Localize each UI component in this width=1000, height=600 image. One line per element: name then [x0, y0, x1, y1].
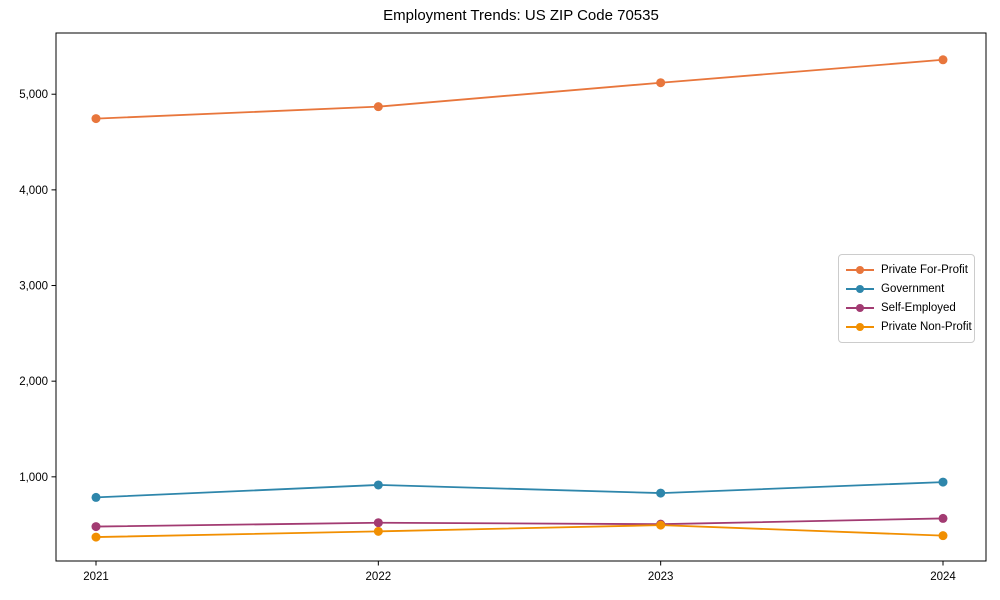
data-point-private-non-profit: [938, 531, 948, 541]
series-line-self-employed: [95, 517, 944, 528]
legend-item: Government: [846, 283, 967, 295]
legend-line-marker-icon: [846, 322, 874, 332]
legend-dot: [856, 304, 864, 313]
legend-line-marker-icon: [846, 284, 874, 294]
legend-label: Government: [881, 282, 945, 295]
series-line-private-for-profit: [95, 58, 944, 120]
data-point-self-employed: [938, 513, 948, 523]
x-tick-label: 2022: [366, 571, 392, 583]
legend-label: Private Non-Profit: [881, 321, 972, 334]
data-point-government: [938, 477, 948, 487]
chart-title: Employment Trends: US ZIP Code 70535: [383, 7, 659, 24]
legend: Private For-Profit Government Self-Employe…: [838, 254, 975, 343]
data-point-private-non-profit: [656, 520, 666, 530]
data-point-government: [373, 480, 383, 490]
y-tick-label: 3,000: [19, 281, 48, 293]
series-line-government: [95, 481, 944, 499]
y-tick-label: 2,000: [19, 376, 48, 388]
y-tick-label: 5,000: [19, 89, 48, 101]
x-tick-label: 2024: [930, 571, 956, 583]
data-point-private-non-profit: [373, 526, 383, 536]
y-tick-label: 4,000: [19, 185, 48, 197]
y-tick-label: 1,000: [19, 472, 48, 484]
legend-item: Private For-Profit: [846, 263, 968, 276]
x-tick-label: 2021: [83, 571, 109, 583]
axes-box: [55, 32, 987, 562]
data-point-private-for-profit: [656, 78, 666, 88]
legend-dot: [856, 323, 864, 332]
legend-dot: [856, 265, 864, 274]
data-point-government: [656, 488, 666, 498]
legend-label: Self-Employed: [881, 302, 956, 315]
legend-item: Self-Employed: [846, 302, 967, 314]
legend-line-marker-icon: [846, 265, 874, 275]
data-point-private-non-profit: [91, 532, 101, 542]
series-line-private-non-profit: [95, 524, 944, 538]
x-tick-label: 2023: [648, 571, 674, 583]
legend-dot: [856, 284, 864, 293]
legend-line-marker-icon: [846, 303, 874, 313]
data-point-self-employed: [373, 518, 383, 528]
data-point-private-for-profit: [373, 102, 383, 112]
data-point-self-employed: [91, 522, 101, 532]
data-point-private-for-profit: [938, 55, 948, 65]
legend-item: Private Non-Profit: [846, 321, 972, 333]
legend-label: Private For-Profit: [881, 263, 968, 276]
data-point-government: [91, 492, 101, 502]
data-point-private-for-profit: [91, 114, 101, 124]
